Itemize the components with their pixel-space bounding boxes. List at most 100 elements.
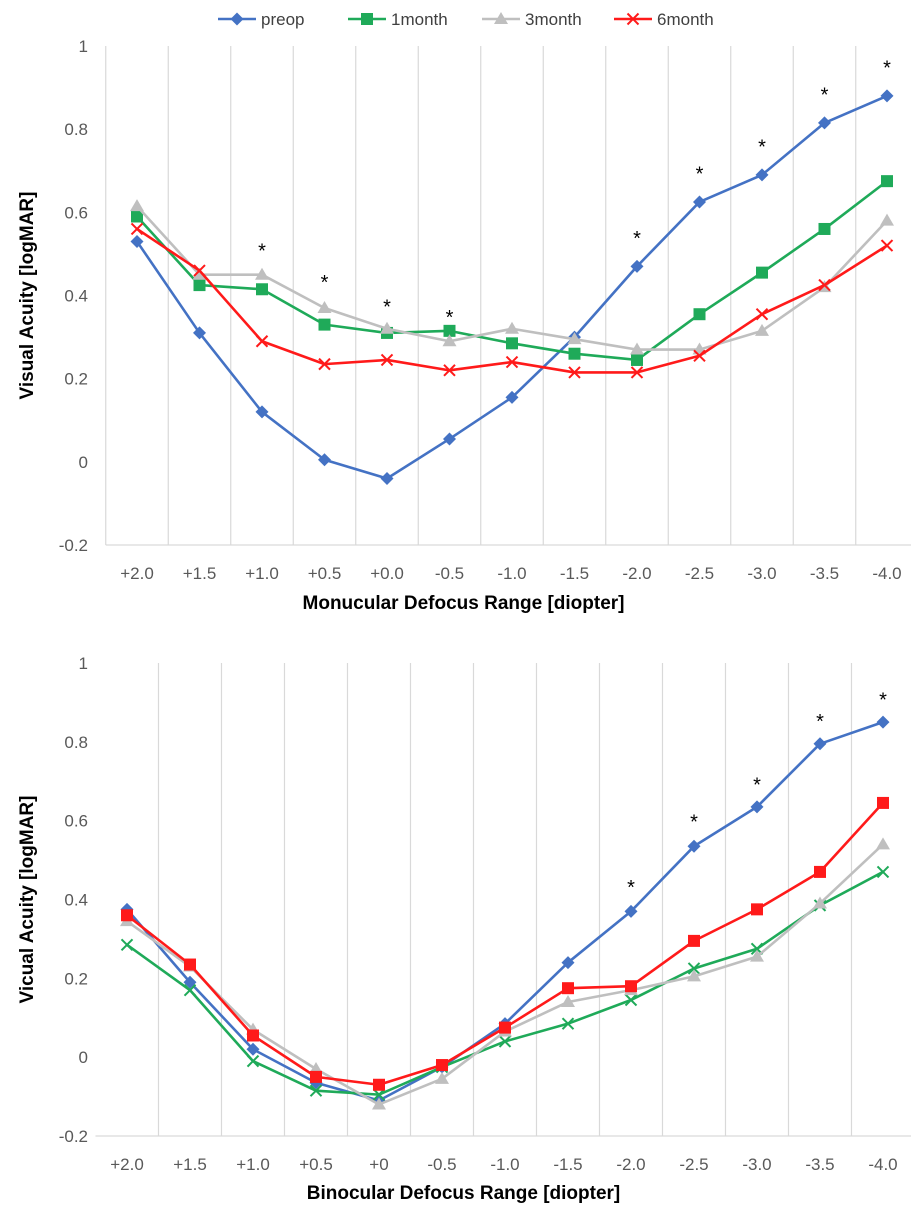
x-tick-label: -3.0 [747,564,776,583]
x-tick-label: -1.5 [553,1155,582,1174]
x-tick-label: +1.5 [173,1155,207,1174]
y-tick-label: 0.4 [64,287,88,306]
y-tick-label: -0.2 [59,536,88,555]
data-point [255,405,269,419]
data-point [876,837,890,850]
legend: preop 1month 3month 6month [218,10,714,29]
x-tick-label: -2.5 [679,1155,708,1174]
series-line [136,227,888,374]
data-point [505,321,519,334]
data-point [193,279,206,292]
legend-label: preop [261,10,304,29]
x-tick-label: -4.0 [872,564,901,583]
x-tick-label: -3.5 [810,564,839,583]
data-point [693,195,706,209]
data-point [624,993,638,1007]
significance-marker: * [821,85,829,107]
series-6month [121,796,889,1091]
data-point [443,324,456,337]
data-point [130,199,144,212]
data-point [687,969,701,982]
gridlines [105,46,857,545]
legend-marker [230,12,244,26]
series-3month [120,837,890,1110]
data-point [256,283,268,296]
series-6month [130,222,894,379]
data-point [192,267,207,280]
data-point [310,1070,322,1083]
significance-marker: * [446,307,454,329]
significance-marker: * [883,58,891,80]
data-point [625,980,637,993]
data-point [818,222,831,235]
x-tick-label: +1.5 [183,564,217,583]
significance-marker: * [753,774,761,796]
data-point [380,471,394,485]
data-point [246,1054,260,1068]
y-tick-label: 0.8 [64,733,88,752]
data-point [755,323,769,336]
data-point [755,168,769,182]
data-point [442,334,457,347]
x-tick-label: +0 [369,1155,388,1174]
significance-marker: * [690,812,698,834]
data-point [505,355,519,369]
data-point [624,904,638,918]
x-tick-label: +0.5 [308,564,342,583]
data-point [631,353,643,366]
data-point [372,1097,386,1110]
data-point [814,865,826,878]
y-tick-label: 0.6 [64,203,88,222]
data-point [505,390,519,404]
x-tick-label: -0.5 [427,1155,456,1174]
data-point [130,222,144,236]
x-tick-label: +2.0 [120,564,154,583]
y-tick-label: 0 [79,1048,88,1067]
data-point [751,903,763,916]
x-axis-title: Binocular Defocus Range [diopter] [307,1183,621,1204]
data-point [499,1021,511,1034]
x-tick-label: +1.0 [236,1155,270,1174]
data-point [876,865,890,879]
data-point [318,357,331,371]
data-point [121,909,133,922]
series-line [126,720,884,1102]
data-point [813,737,827,751]
x-tick-label: -0.5 [435,564,464,583]
x-tick-label: -1.0 [490,1155,519,1174]
data-point [880,239,894,252]
legend-marker [361,13,373,25]
significance-marker: * [879,690,887,712]
data-point [443,432,456,446]
data-point [435,1071,449,1084]
data-point [436,1059,448,1072]
data-point [562,982,574,995]
data-point [498,1035,512,1048]
data-point [693,349,706,363]
data-point [630,259,644,273]
significance-marker: * [321,272,329,294]
data-point [318,453,331,467]
legend-entry-preop: preop [218,10,304,29]
x-tick-label: +0.0 [370,564,404,583]
series-line [126,843,884,1106]
legend-marker [494,12,508,24]
x-tick-label: -1.5 [560,564,589,583]
series-1month [120,865,890,1101]
data-point [877,796,889,809]
significance-marker: * [758,137,766,159]
series-preop [120,715,890,1108]
x-axis-title: Monucular Defocus Range [diopter] [303,593,625,614]
y-tick-label: 1 [79,37,88,56]
data-point [373,1078,385,1091]
significance-marker: * [383,297,391,319]
series-line [126,870,884,1096]
data-point [687,962,701,975]
data-point [120,938,134,952]
data-point [246,1042,260,1056]
x-tick-label: -3.5 [805,1155,834,1174]
series-preop [130,89,894,485]
data-point [309,1084,323,1097]
data-point [567,332,582,345]
y-tick-label: 0 [79,453,88,472]
